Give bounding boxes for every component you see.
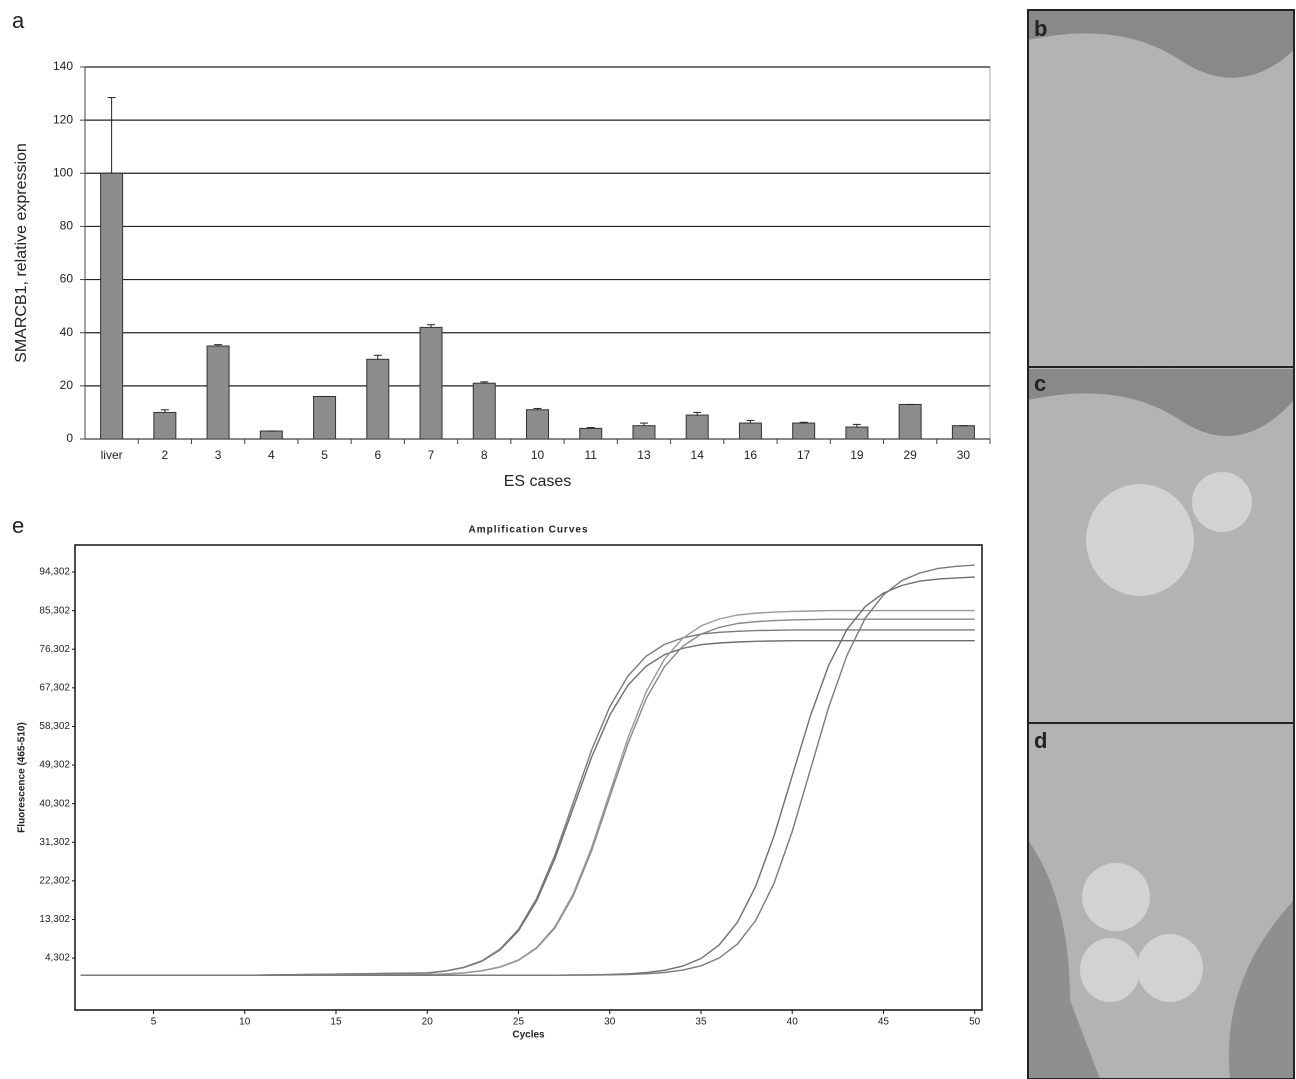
panel-label: e	[12, 513, 24, 538]
x-tick-label: 40	[787, 1017, 799, 1028]
micrograph-panels: b c d	[1027, 9, 1295, 1079]
panel-label: a	[12, 8, 25, 33]
tissue-dark	[1228, 900, 1294, 1079]
x-tick-label: 19	[850, 448, 864, 462]
bar	[738, 422, 762, 440]
panel-label: d	[1034, 728, 1047, 753]
y-tick-label: 58,302	[39, 721, 70, 732]
bar	[685, 414, 709, 440]
bar	[100, 172, 124, 440]
bar	[419, 326, 443, 440]
y-axis-label: Fluorescence (465-510)	[17, 722, 28, 833]
y-tick-label: 140	[53, 59, 73, 73]
laser-capture-hole	[1137, 934, 1203, 1002]
amplification-curve	[80, 564, 975, 976]
x-tick-label: 8	[481, 448, 488, 462]
y-tick-label: 60	[60, 272, 74, 286]
x-tick-label: 30	[604, 1017, 616, 1028]
x-tick-label: 6	[374, 448, 381, 462]
x-tick-label: 2	[162, 448, 169, 462]
y-tick-label: 76,302	[39, 644, 70, 655]
amplification-curve	[80, 609, 975, 976]
x-tick-label: 10	[531, 448, 545, 462]
laser-capture-hole	[1082, 863, 1150, 931]
y-tick-label: 80	[60, 219, 74, 233]
y-tick-label: 40	[60, 325, 74, 339]
y-tick-label: 4,302	[45, 953, 70, 964]
laser-capture-hole	[1192, 472, 1252, 532]
bar	[579, 427, 603, 440]
x-tick-label: 5	[321, 448, 328, 462]
x-tick-label: 25	[513, 1017, 525, 1028]
y-tick-label: 94,302	[39, 567, 70, 578]
bar	[792, 422, 816, 440]
bar	[313, 395, 337, 440]
y-tick-label: 67,302	[39, 682, 70, 693]
y-tick-label: 0	[66, 431, 73, 445]
bar	[153, 411, 177, 440]
bar	[259, 430, 283, 440]
x-tick-label: 11	[585, 448, 598, 462]
y-tick-label: 22,302	[39, 876, 70, 887]
x-tick-label: 35	[695, 1017, 707, 1028]
y-axis-label: SMARCB1, relative expression	[13, 143, 30, 363]
bar	[632, 425, 656, 440]
laser-capture-hole	[1080, 938, 1140, 1002]
x-tick-label: 13	[637, 448, 651, 462]
x-tick-label: 3	[215, 448, 222, 462]
y-tick-label: 31,302	[39, 837, 70, 848]
bar	[206, 345, 230, 440]
chart-title: Amplification Curves	[468, 525, 588, 536]
x-tick-label: 15	[330, 1017, 342, 1028]
x-tick-label: 29	[903, 448, 917, 462]
tissue-dark	[1028, 369, 1294, 436]
tissue-dark	[1028, 10, 1294, 78]
y-tick-label: 100	[53, 165, 73, 179]
x-tick-label: 20	[422, 1017, 434, 1028]
x-tick-label: 30	[957, 448, 971, 462]
tissue-dark	[1028, 840, 1100, 1079]
x-tick-label: 14	[691, 448, 705, 462]
x-tick-label: 17	[797, 448, 811, 462]
panel-border	[1027, 9, 1295, 1079]
panel-label: b	[1034, 16, 1047, 41]
bar	[472, 382, 496, 440]
y-tick-label: 49,302	[39, 760, 70, 771]
bar	[845, 426, 869, 440]
x-tick-label: 16	[744, 448, 758, 462]
x-tick-label: 5	[151, 1017, 157, 1028]
bar	[526, 409, 549, 440]
y-tick-label: 13,302	[39, 914, 70, 925]
y-tick-label: 120	[53, 112, 73, 126]
y-tick-label: 20	[60, 378, 74, 392]
bar	[898, 403, 922, 440]
x-axis-label: ES cases	[504, 473, 572, 490]
laser-capture-hole	[1086, 484, 1194, 596]
panel-label: c	[1034, 371, 1046, 396]
x-tick-label: 4	[268, 448, 275, 462]
plot-area	[74, 544, 983, 1011]
x-tick-label: 50	[969, 1017, 981, 1028]
x-axis-label: Cycles	[512, 1030, 545, 1041]
x-tick-label: 10	[239, 1017, 251, 1028]
y-tick-label: 85,302	[39, 605, 70, 616]
x-tick-label: 45	[878, 1017, 890, 1028]
x-tick-label: 7	[428, 448, 435, 462]
y-tick-label: 40,302	[39, 798, 70, 809]
bar	[366, 358, 390, 440]
x-tick-label: liver	[101, 448, 123, 462]
bar	[951, 425, 975, 440]
